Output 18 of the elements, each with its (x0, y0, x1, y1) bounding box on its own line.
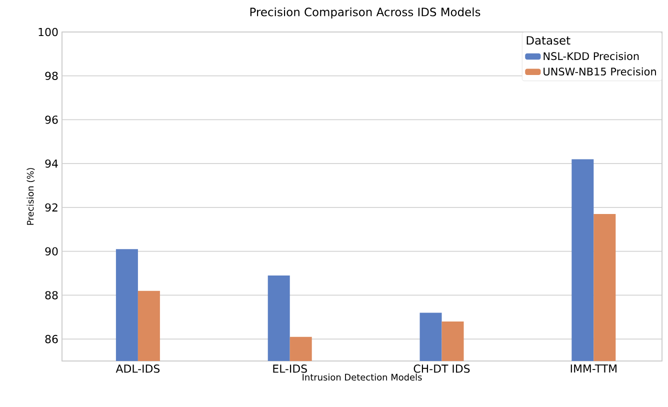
y-tick-label: 92 (45, 203, 58, 212)
y-axis-title: Precision (%) (26, 168, 35, 225)
legend-label: NSL-KDD Precision (544, 52, 639, 60)
x-tick-label: EL-IDS (273, 364, 307, 373)
y-tick-label: 88 (45, 291, 58, 300)
chart-title: Precision Comparison Across IDS Models (250, 7, 480, 19)
x-tick-label: IMM-TTM (570, 364, 616, 373)
y-tick-label: 90 (45, 247, 58, 256)
y-tick-label: 94 (45, 159, 58, 168)
y-tick-label: 98 (45, 72, 58, 80)
x-tick-label: CH-DT IDS (414, 364, 470, 373)
y-tick-label: 96 (45, 116, 58, 124)
y-tick-label: 86 (45, 334, 58, 344)
legend-label: UNSW-NB15 Precision (544, 67, 656, 76)
legend-title: Dataset (526, 36, 570, 45)
x-axis-title: Intrusion Detection Models (302, 374, 422, 381)
y-tick-label: 100 (38, 28, 58, 36)
x-tick-label: ADL-IDS (116, 364, 160, 373)
